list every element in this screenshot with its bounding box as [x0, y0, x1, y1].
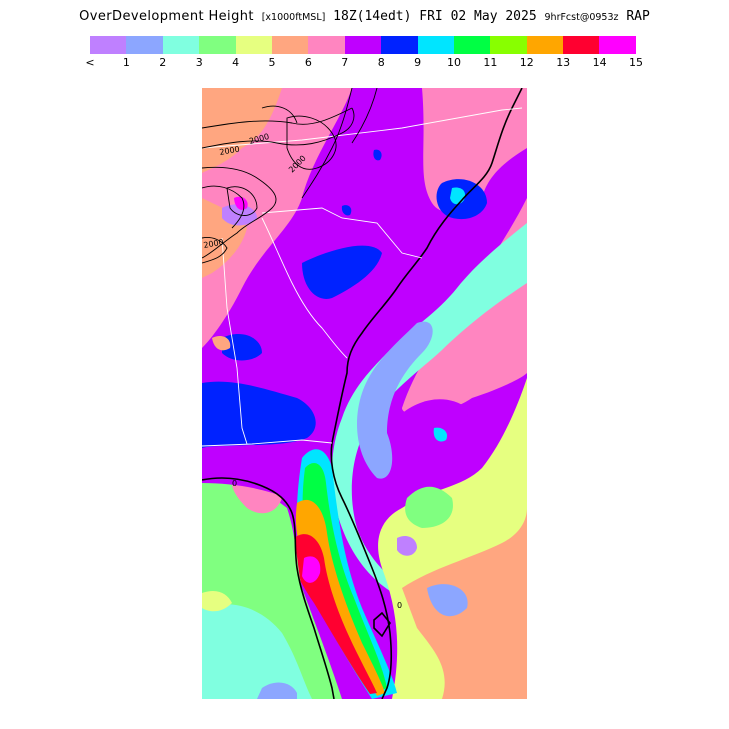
- field-blue-offshore2: [427, 584, 468, 617]
- contours: [202, 88, 378, 264]
- legend-tick-label: 14: [592, 56, 607, 69]
- legend-tick-label: 4: [232, 56, 240, 69]
- field-violet-offshore: [397, 399, 468, 464]
- field-blue-nc2: [373, 149, 382, 161]
- legend-tick-label: 6: [304, 56, 312, 69]
- legend-tick-label: 5: [268, 56, 276, 69]
- legend-swatch: [453, 36, 491, 54]
- legend-tick-label: 1: [122, 56, 130, 69]
- legend-swatch: [526, 36, 564, 54]
- contour-line-9: [301, 88, 353, 199]
- legend-tick-label: 12: [519, 56, 534, 69]
- title-model: RAP: [626, 9, 650, 24]
- field-green-offshore: [405, 486, 453, 528]
- contour-line-3: [202, 166, 277, 259]
- legend-labels: <1 2 3 4 5 6 7 8 9 10 11 12 13 14 15: [85, 56, 643, 72]
- field-lavender-offshore: [397, 536, 417, 556]
- contour-line-1: [202, 107, 353, 129]
- field-blue-sc: [302, 245, 382, 299]
- legend-tick-label: 10: [447, 56, 461, 69]
- field-blue-gulf: [257, 682, 297, 699]
- legend-tick-label: 3: [195, 56, 203, 69]
- legend-swatch: [490, 36, 527, 54]
- gulf-coastline: [202, 477, 335, 699]
- legend-swatch: [417, 36, 454, 54]
- legend-swatch: [199, 36, 236, 54]
- forecast-map: 2000 2000 2000 2000 0 0: [202, 88, 527, 699]
- color-legend: <1 2 3 4 5 6 7 8 9 10 11 12 13 14 15: [85, 36, 643, 72]
- legend-swatch: [308, 36, 345, 54]
- legend-tick-label: <: [85, 56, 95, 69]
- legend-tick-label: 9: [414, 56, 422, 69]
- chart-title: OverDevelopment Height [x1000ftMSL] 18Z(…: [0, 9, 729, 24]
- contour-label: 0: [232, 479, 237, 488]
- legend-tick-label: 13: [556, 56, 571, 69]
- legend-swatch: [381, 36, 418, 54]
- state-line-sc-ga: [261, 217, 348, 359]
- contour-line-6: [286, 115, 337, 170]
- lake-okeechobee: [373, 611, 391, 638]
- field-yellow-gulf: [202, 591, 232, 612]
- title-units: [x1000ftMSL]: [261, 12, 326, 23]
- state-line-ga-fl: [202, 439, 333, 447]
- title-time: 18Z(14edt) FRI 02 May 2025: [333, 9, 537, 24]
- legend-tick-label: 7: [341, 56, 349, 69]
- boundaries: [202, 88, 523, 699]
- field-aqua-gulf: [202, 604, 312, 699]
- shaded-fields: [202, 88, 527, 699]
- contour-line-8: [202, 237, 228, 264]
- legend-swatch: [235, 36, 272, 54]
- contour-line-4: [202, 185, 245, 229]
- contour-line-7: [261, 105, 298, 124]
- state-line-nc-sc: [261, 207, 423, 259]
- title-main: OverDevelopment Height: [79, 9, 254, 24]
- legend-color-bar: [90, 36, 636, 54]
- field-blue-sc2: [341, 205, 352, 216]
- state-line-va-nc: [202, 107, 523, 149]
- field-pink-nw: [202, 88, 352, 348]
- legend-swatch: [599, 36, 636, 54]
- field-cyan-offshore: [433, 427, 448, 442]
- title-forecast: 9hrFcst@0953z: [544, 12, 619, 23]
- field-blue-ga: [202, 381, 316, 448]
- field-violet-gulf: [202, 446, 293, 498]
- contour-label: 2000: [203, 238, 225, 250]
- contour-line-5: [226, 186, 258, 216]
- legend-swatch: [344, 36, 382, 54]
- field-magenta-fl: [302, 556, 321, 583]
- legend-tick-label: 15: [629, 56, 643, 69]
- field-blue-gulfstream: [357, 321, 433, 479]
- legend-swatch: [162, 36, 200, 54]
- legend-swatch: [563, 36, 600, 54]
- field-orange-nw: [202, 88, 282, 173]
- contour-label: 2000: [219, 145, 241, 157]
- contour-label: 0: [397, 601, 402, 610]
- contour-line-2: [202, 107, 355, 149]
- state-line-ga-al: [221, 237, 248, 445]
- legend-swatch: [271, 36, 309, 54]
- contour-line-10: [351, 88, 378, 144]
- legend-swatch: [90, 36, 127, 54]
- field-orange-ga: [212, 336, 231, 351]
- legend-tick-label: 2: [159, 56, 167, 69]
- legend-tick-label: 11: [483, 56, 498, 69]
- contour-labels: 2000 2000 2000 2000 0 0: [203, 132, 402, 610]
- legend-tick-label: 8: [377, 56, 385, 69]
- coastline: [330, 88, 523, 699]
- legend-swatch: [126, 36, 163, 54]
